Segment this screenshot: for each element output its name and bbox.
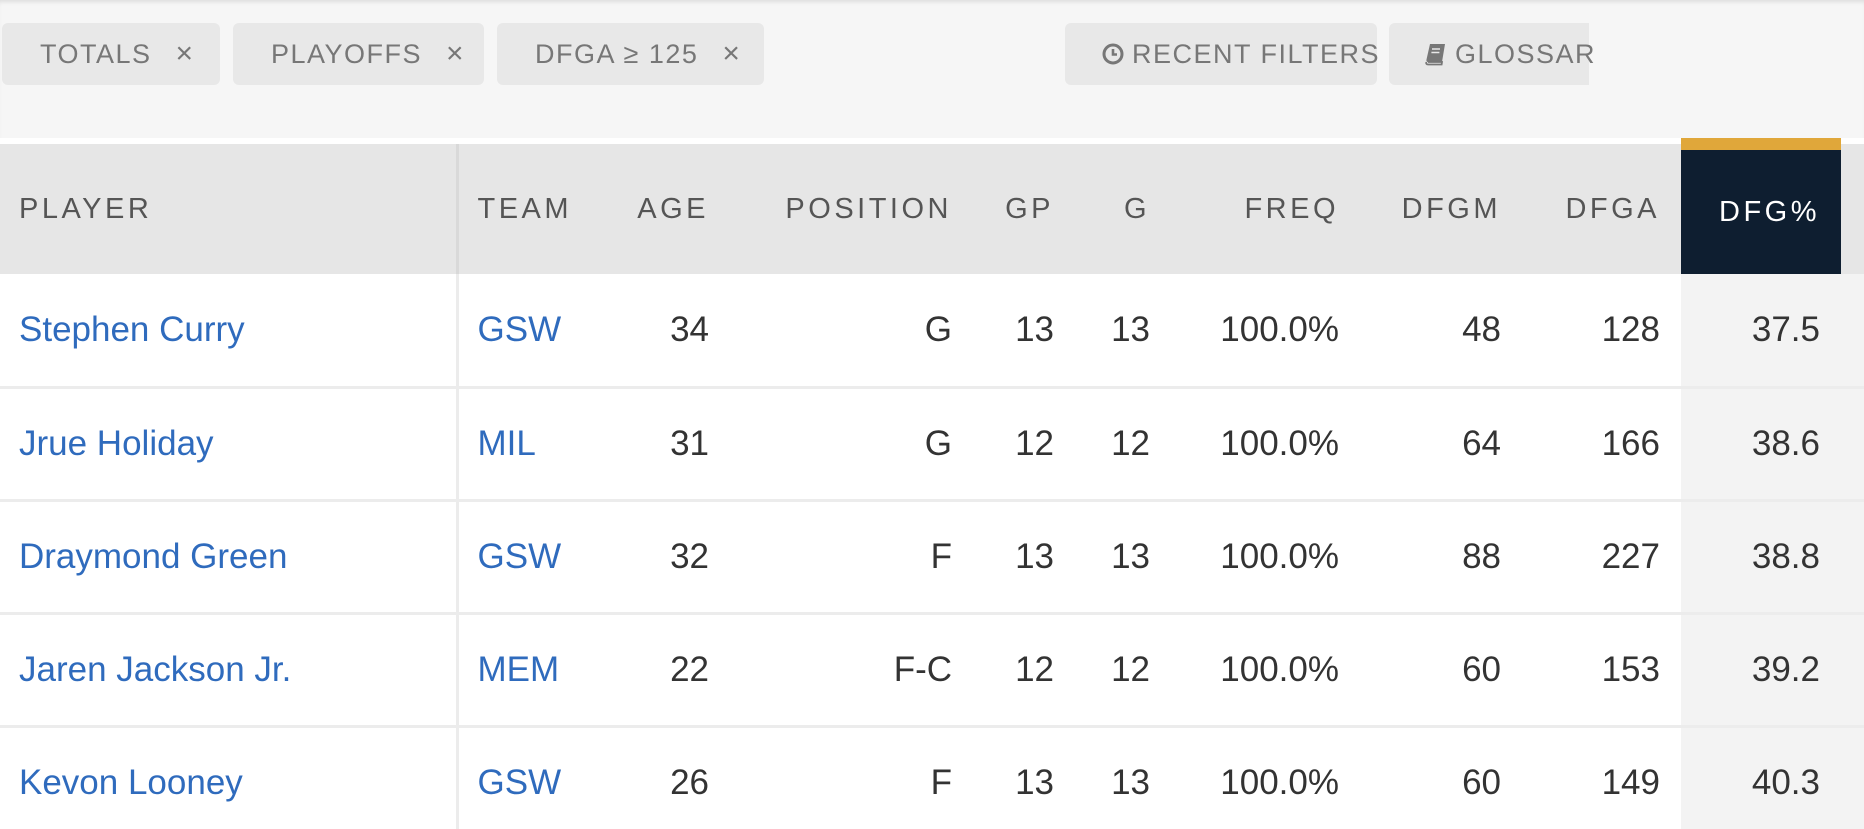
- filter-chip-playoffs[interactable]: PLAYOFFS ×: [233, 23, 484, 85]
- cell-position: G: [730, 385, 973, 500]
- close-icon[interactable]: ×: [175, 37, 195, 70]
- player-link[interactable]: Jaren Jackson Jr.: [0, 611, 459, 726]
- cell-dfg-pct: 38.8: [1681, 498, 1841, 613]
- cell-position: F-C: [730, 611, 973, 726]
- glossary-button[interactable]: GLOSSAR: [1389, 23, 1595, 85]
- table-row: Jrue Holiday MIL 31 G 12 12 100.0% 64 16…: [0, 385, 1864, 500]
- cell-overflow: [1841, 385, 1864, 500]
- cell-position: F: [730, 498, 973, 613]
- column-header-dfg-pct[interactable]: DFG%: [1681, 138, 1841, 274]
- cell-freq: 100.0%: [1171, 385, 1360, 500]
- cell-gp: 13: [973, 274, 1075, 387]
- cell-age: 31: [600, 385, 730, 500]
- cell-gp: 13: [973, 724, 1075, 829]
- cell-overflow: [1841, 274, 1864, 387]
- cell-age: 22: [600, 611, 730, 726]
- cell-dfga: 227: [1522, 498, 1681, 613]
- column-header-overflow: [1841, 144, 1864, 274]
- cell-age: 26: [600, 724, 730, 829]
- close-icon[interactable]: ×: [446, 37, 466, 70]
- cell-overflow: [1841, 724, 1864, 829]
- filter-bar: TOTALS × PLAYOFFS × DFGA ≥ 125 × RECENT …: [0, 0, 1864, 138]
- column-header-player[interactable]: PLAYER: [0, 144, 459, 274]
- cell-gp: 12: [973, 611, 1075, 726]
- cell-gp: 13: [973, 498, 1075, 613]
- table-header-row: PLAYER TEAM AGE POSITION GP G FREQ DFGM …: [0, 138, 1864, 274]
- player-link[interactable]: Draymond Green: [0, 498, 459, 613]
- team-link[interactable]: GSW: [457, 274, 600, 387]
- column-header-freq[interactable]: FREQ: [1171, 144, 1360, 274]
- cell-dfg-pct: 40.3: [1681, 724, 1841, 829]
- filter-chip-label: DFGA ≥ 125: [535, 38, 699, 69]
- cell-age: 32: [600, 498, 730, 613]
- cell-freq: 100.0%: [1171, 724, 1360, 829]
- filter-chip-totals[interactable]: TOTALS ×: [2, 23, 220, 85]
- column-header-gp[interactable]: GP: [973, 144, 1075, 274]
- cell-age: 34: [600, 274, 730, 387]
- player-link[interactable]: Stephen Curry: [0, 274, 459, 387]
- team-link[interactable]: GSW: [457, 498, 600, 613]
- filter-chip-label: TOTALS: [40, 38, 152, 69]
- player-link[interactable]: Kevon Looney: [0, 724, 459, 829]
- team-link[interactable]: GSW: [457, 724, 600, 829]
- cell-dfgm: 48: [1360, 274, 1522, 387]
- stats-table-container: PLAYER TEAM AGE POSITION GP G FREQ DFGM …: [0, 138, 1864, 829]
- cell-dfg-pct: 38.6: [1681, 385, 1841, 500]
- column-header-dfga[interactable]: DFGA: [1522, 144, 1681, 274]
- glossary-label: GLOSSAR: [1455, 38, 1597, 69]
- cell-dfg-pct: 37.5: [1681, 274, 1841, 387]
- close-icon[interactable]: ×: [722, 37, 742, 70]
- cell-freq: 100.0%: [1171, 498, 1360, 613]
- column-header-age[interactable]: AGE: [600, 144, 730, 274]
- cell-dfga: 166: [1522, 385, 1681, 500]
- filter-chip-label: PLAYOFFS: [271, 38, 423, 69]
- clock-icon: [1102, 43, 1124, 65]
- column-header-dfgm[interactable]: DFGM: [1360, 144, 1522, 274]
- stats-table: PLAYER TEAM AGE POSITION GP G FREQ DFGM …: [0, 138, 1864, 829]
- recent-filters-button[interactable]: RECENT FILTERS: [1065, 23, 1381, 85]
- cell-g: 12: [1075, 385, 1171, 500]
- cell-dfga: 128: [1522, 274, 1681, 387]
- team-link[interactable]: MEM: [457, 611, 600, 726]
- player-link[interactable]: Jrue Holiday: [0, 385, 459, 500]
- table-row: Kevon Looney GSW 26 F 13 13 100.0% 60 14…: [0, 724, 1864, 829]
- column-header-position[interactable]: POSITION: [730, 144, 973, 274]
- column-header-g[interactable]: G: [1075, 144, 1171, 274]
- cell-position: G: [730, 274, 973, 387]
- cell-freq: 100.0%: [1171, 274, 1360, 387]
- cell-g: 13: [1075, 498, 1171, 613]
- cell-g: 13: [1075, 724, 1171, 829]
- book-icon: [1425, 42, 1447, 66]
- cell-overflow: [1841, 498, 1864, 613]
- table-row: Jaren Jackson Jr. MEM 22 F-C 12 12 100.0…: [0, 611, 1864, 726]
- cell-g: 13: [1075, 274, 1171, 387]
- recent-filters-label: RECENT FILTERS: [1132, 38, 1381, 69]
- table-row: Draymond Green GSW 32 F 13 13 100.0% 88 …: [0, 498, 1864, 613]
- cell-dfga: 149: [1522, 724, 1681, 829]
- cell-dfg-pct: 39.2: [1681, 611, 1841, 726]
- cell-dfgm: 64: [1360, 385, 1522, 500]
- cell-overflow: [1841, 611, 1864, 726]
- filter-chip-dfga[interactable]: DFGA ≥ 125 ×: [497, 23, 764, 85]
- cell-freq: 100.0%: [1171, 611, 1360, 726]
- cell-dfgm: 60: [1360, 724, 1522, 829]
- table-row: Stephen Curry GSW 34 G 13 13 100.0% 48 1…: [0, 274, 1864, 387]
- cell-gp: 12: [973, 385, 1075, 500]
- cell-g: 12: [1075, 611, 1171, 726]
- cell-dfga: 153: [1522, 611, 1681, 726]
- cell-dfgm: 88: [1360, 498, 1522, 613]
- cell-position: F: [730, 724, 973, 829]
- column-header-team[interactable]: TEAM: [457, 144, 600, 274]
- cell-dfgm: 60: [1360, 611, 1522, 726]
- team-link[interactable]: MIL: [457, 385, 600, 500]
